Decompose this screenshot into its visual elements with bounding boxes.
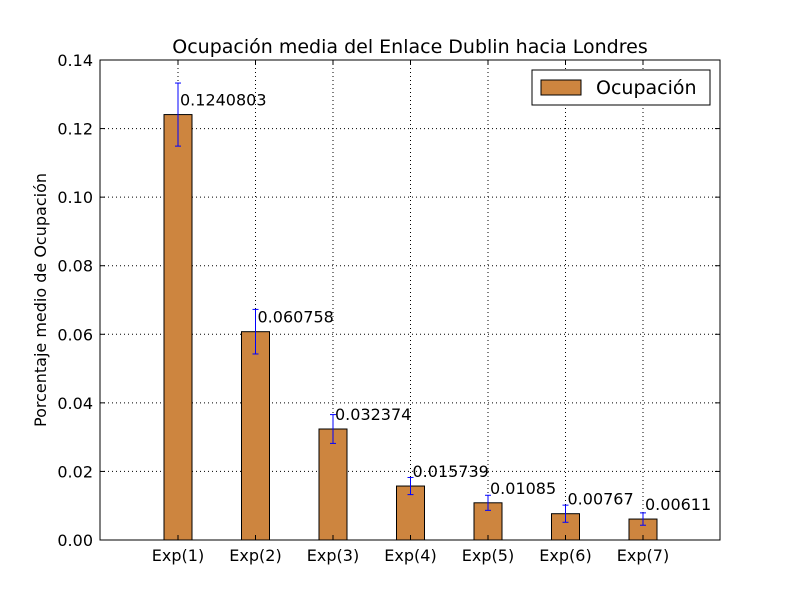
x-tick-label: Exp(7): [617, 546, 669, 565]
data-label: 0.015739: [413, 462, 489, 481]
bar: [163, 114, 193, 541]
y-tick-label: 0.04: [57, 394, 93, 413]
data-labels: 0.1240803 0.060758 0.032374 0.0157390.01085…: [180, 91, 711, 514]
legend-swatch: [540, 79, 582, 96]
chart-title: Ocupación media del Enlace Dublin hacia …: [172, 36, 647, 58]
x-tick-label: Exp(2): [229, 546, 281, 565]
bar: [241, 331, 270, 541]
y-axis-ticks: 0.00 0.02 0.04 0.06 0.08 0.10 0.12 0.14: [57, 51, 720, 550]
x-tick-label: Exp(5): [462, 546, 514, 565]
y-tick-label: 0.06: [57, 325, 93, 344]
data-label: 0.00611: [645, 495, 711, 514]
data-label: 0.032374: [335, 405, 411, 424]
x-tick-label: Exp(3): [307, 546, 359, 565]
y-tick-label: 0.00: [57, 531, 93, 550]
x-tick-label: Exp(4): [384, 546, 436, 565]
x-axis-ticks: Exp(1) Exp(2) Exp(3) Exp(4) Exp(5) Exp(6) Exp(…: [152, 60, 669, 565]
x-tick-label: Exp(1): [152, 546, 204, 565]
grid-lines: [100, 60, 720, 540]
error-bars: [175, 82, 646, 526]
legend-label: Ocupación: [596, 77, 697, 99]
bars: [163, 114, 658, 541]
data-label: 0.1240803: [180, 91, 267, 110]
y-tick-label: 0.08: [57, 257, 93, 276]
data-label: 0.00767: [568, 490, 634, 509]
bar: [318, 428, 348, 541]
y-tick-label: 0.12: [57, 120, 93, 139]
y-tick-label: 0.10: [57, 188, 93, 207]
data-label: 0.01085: [490, 479, 556, 498]
plot-frame: [99, 59, 721, 541]
data-label: 0.060758: [258, 308, 334, 327]
y-tick-label: 0.02: [57, 462, 93, 481]
y-tick-label: 0.14: [57, 51, 93, 70]
legend: Ocupación: [531, 69, 711, 106]
x-tick-label: Exp(6): [539, 546, 591, 565]
y-axis-label: Porcentaje medio de Ocupación: [31, 173, 50, 427]
